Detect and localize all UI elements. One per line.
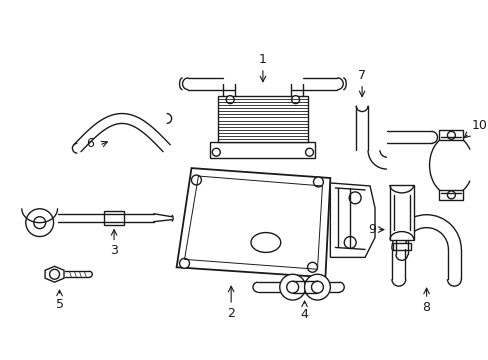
Circle shape [291, 96, 299, 104]
Circle shape [447, 191, 454, 199]
Polygon shape [330, 183, 374, 257]
Text: 5: 5 [56, 298, 63, 311]
Circle shape [279, 274, 305, 300]
Bar [439, 130, 462, 140]
Bar [439, 190, 462, 200]
Text: 8: 8 [422, 301, 430, 314]
Text: 6: 6 [86, 137, 94, 150]
Polygon shape [210, 142, 315, 158]
Polygon shape [45, 266, 64, 282]
Bar [392, 243, 410, 251]
Circle shape [49, 269, 60, 279]
Circle shape [179, 258, 189, 268]
Circle shape [311, 281, 323, 293]
Bar [218, 96, 307, 142]
Circle shape [191, 175, 201, 185]
Circle shape [212, 148, 220, 156]
Text: 2: 2 [227, 307, 235, 320]
Bar [389, 185, 413, 239]
Circle shape [305, 148, 313, 156]
Text: 3: 3 [110, 244, 118, 257]
Circle shape [34, 217, 45, 229]
Text: 7: 7 [357, 69, 366, 82]
Circle shape [447, 131, 454, 139]
Text: 1: 1 [259, 53, 266, 66]
Circle shape [348, 192, 360, 204]
Circle shape [286, 281, 298, 293]
Circle shape [304, 274, 330, 300]
Circle shape [344, 237, 355, 248]
Polygon shape [176, 168, 330, 277]
Bar [104, 211, 124, 225]
Circle shape [307, 262, 317, 272]
Text: 4: 4 [300, 308, 308, 321]
Text: 9: 9 [367, 223, 375, 236]
Circle shape [313, 177, 323, 187]
Circle shape [226, 96, 234, 104]
Text: 10: 10 [470, 120, 486, 132]
